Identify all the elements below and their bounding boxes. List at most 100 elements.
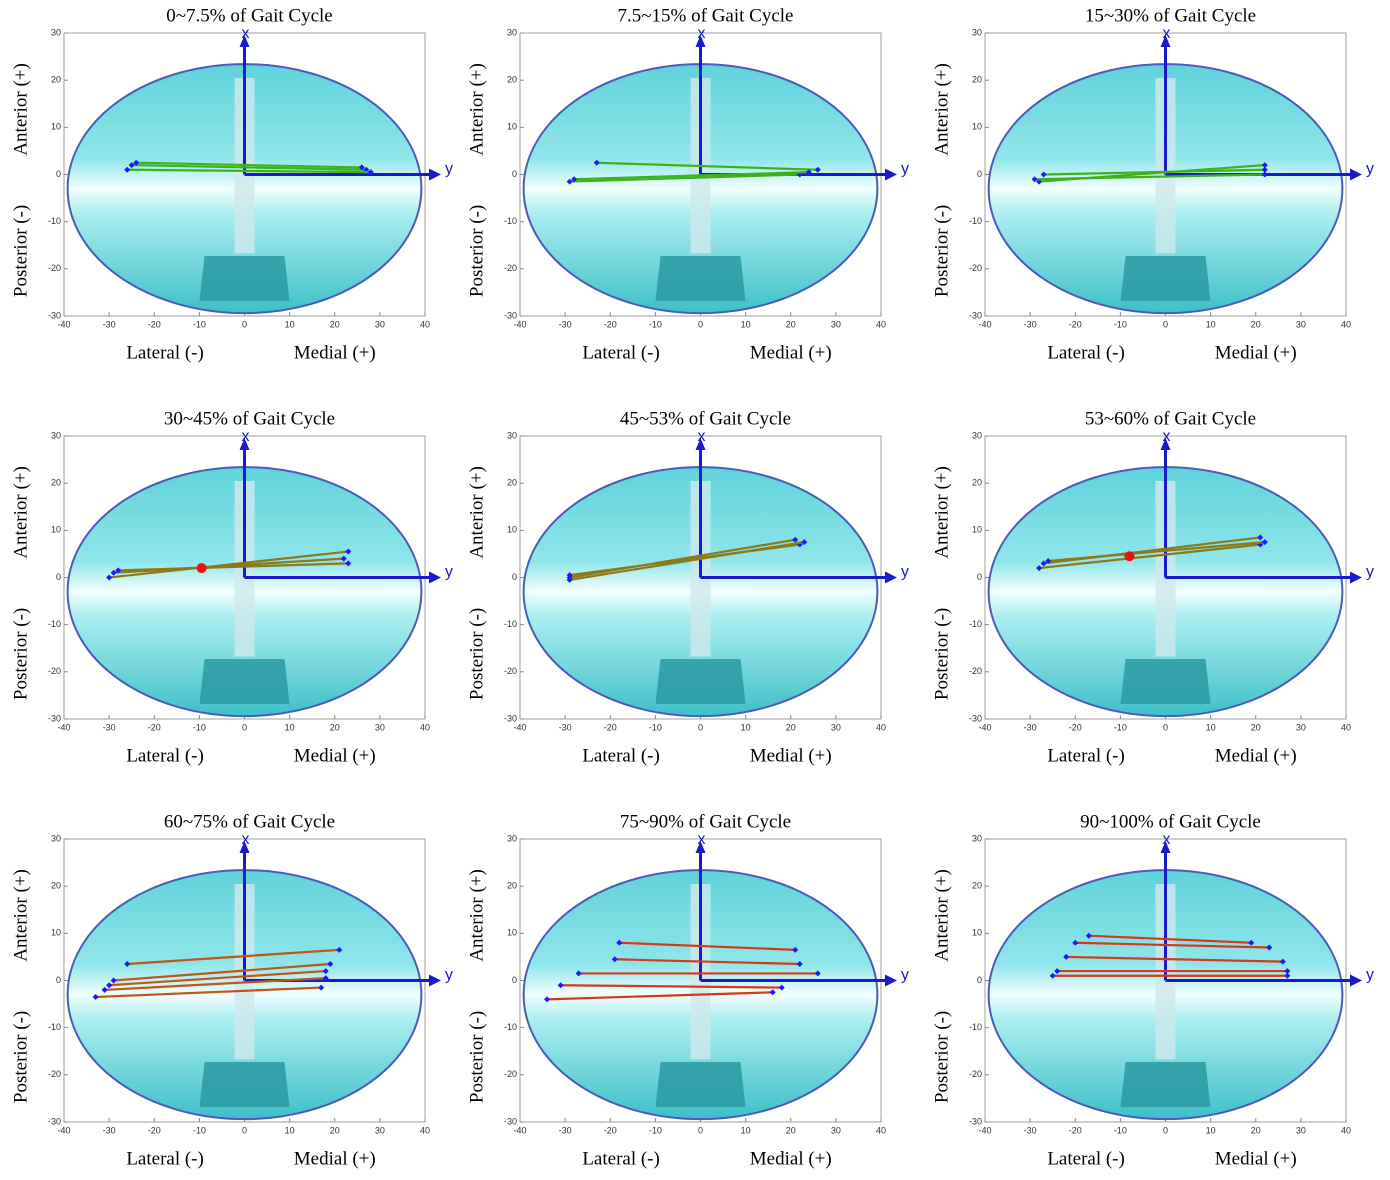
x-tick-label: 40: [876, 319, 886, 329]
x-label-right: Medial (+): [294, 1148, 376, 1169]
arrow-head: [429, 572, 441, 584]
y-tick-label: 0: [512, 169, 517, 179]
y-tick-label: 10: [507, 122, 517, 132]
y-tick-label: 20: [972, 478, 982, 488]
x-label-right: Medial (+): [1215, 745, 1297, 766]
x-tick-label: -10: [1114, 722, 1127, 732]
x-tick-label: -30: [1024, 1125, 1037, 1135]
y-tick-label: 10: [507, 525, 517, 535]
x-tick-label: -20: [148, 1125, 161, 1135]
x-tick-label: -30: [1024, 319, 1037, 329]
axis-name-x: x: [1163, 831, 1171, 848]
axis-name-y: y: [1366, 967, 1374, 984]
x-label-left: Lateral (-): [1047, 342, 1125, 363]
x-tick-label: -30: [103, 722, 116, 732]
x-tick-label: 10: [741, 1125, 751, 1135]
x-tick-label: 30: [375, 319, 385, 329]
x-tick-label: 10: [1206, 319, 1216, 329]
x-tick-label: 20: [1251, 319, 1261, 329]
axis-name-y: y: [445, 161, 453, 178]
x-label-left: Lateral (-): [582, 745, 660, 766]
panel: -40-30-20-10010203040-30-20-100102030xy0…: [10, 5, 453, 363]
x-tick-label: 30: [831, 722, 841, 732]
y-tick-label: -10: [504, 1022, 517, 1032]
panel: -40-30-20-10010203040-30-20-100102030xy7…: [466, 5, 909, 363]
x-tick-label: 20: [1251, 722, 1261, 732]
x-tick-label: 20: [1251, 1125, 1261, 1135]
x-tick-label: 40: [876, 722, 886, 732]
y-tick-label: 10: [972, 525, 982, 535]
x-label-right: Medial (+): [294, 342, 376, 363]
posterior-notch: [200, 1062, 290, 1107]
x-tick-label: -10: [1114, 319, 1127, 329]
y-tick-label: 10: [972, 122, 982, 132]
y-tick-label: 30: [972, 27, 982, 37]
x-tick-label: 30: [831, 1125, 841, 1135]
y-label-bottom: Posterior (-): [466, 1011, 487, 1103]
x-tick-label: 40: [420, 722, 430, 732]
x-tick-label: 10: [285, 722, 295, 732]
x-tick-label: 20: [330, 319, 340, 329]
arrow-head: [885, 572, 897, 584]
axis-name-x: x: [698, 428, 706, 445]
arrow-head: [429, 169, 441, 181]
y-tick-label: 0: [56, 975, 61, 985]
axis-name-y: y: [445, 967, 453, 984]
x-tick-label: -10: [193, 319, 206, 329]
y-tick-label: -20: [504, 263, 517, 273]
x-tick-label: -10: [649, 722, 662, 732]
y-tick-label: 0: [512, 975, 517, 985]
y-tick-label: -10: [969, 216, 982, 226]
x-tick-label: 10: [741, 319, 751, 329]
x-tick-label: 30: [1296, 319, 1306, 329]
y-label-bottom: Posterior (-): [10, 608, 31, 700]
y-tick-label: -10: [969, 619, 982, 629]
arrow-head: [429, 975, 441, 987]
y-tick-label: 0: [977, 975, 982, 985]
axis-name-y: y: [1366, 161, 1374, 178]
y-tick-label: -30: [48, 713, 61, 723]
y-tick-label: -20: [48, 263, 61, 273]
x-tick-label: -20: [148, 319, 161, 329]
y-tick-label: 30: [51, 833, 61, 843]
x-tick-label: -30: [1024, 722, 1037, 732]
x-tick-label: 20: [786, 1125, 796, 1135]
posterior-notch: [200, 659, 290, 704]
panel-title: 45~53% of Gait Cycle: [620, 408, 791, 429]
y-tick-label: -10: [48, 216, 61, 226]
panel: -40-30-20-10010203040-30-20-100102030xy9…: [931, 811, 1374, 1169]
y-label-top: Anterior (+): [10, 466, 31, 559]
axis-name-x: x: [242, 428, 250, 445]
x-tick-label: -40: [513, 319, 526, 329]
y-tick-label: 10: [507, 928, 517, 938]
panel-title: 0~7.5% of Gait Cycle: [166, 5, 332, 26]
y-label-bottom: Posterior (-): [931, 205, 952, 297]
x-tick-label: -20: [604, 722, 617, 732]
y-label-top: Anterior (+): [10, 869, 31, 962]
y-tick-label: 10: [51, 122, 61, 132]
y-tick-label: -20: [48, 666, 61, 676]
x-tick-label: 0: [698, 722, 703, 732]
y-label-bottom: Posterior (-): [10, 1011, 31, 1103]
y-tick-label: 30: [972, 833, 982, 843]
y-tick-label: -30: [969, 310, 982, 320]
y-tick-label: 10: [51, 928, 61, 938]
x-tick-label: -40: [978, 722, 991, 732]
x-tick-label: 40: [876, 1125, 886, 1135]
posterior-notch: [1121, 1062, 1211, 1107]
axis-name-x: x: [1163, 428, 1171, 445]
axis-name-y: y: [901, 161, 909, 178]
y-tick-label: 0: [56, 169, 61, 179]
x-tick-label: -30: [103, 1125, 116, 1135]
arrow-head: [885, 975, 897, 987]
y-tick-label: 20: [51, 75, 61, 85]
y-tick-label: 10: [972, 928, 982, 938]
x-tick-label: -30: [559, 722, 572, 732]
x-label-right: Medial (+): [750, 342, 832, 363]
axis-name-y: y: [901, 967, 909, 984]
y-tick-label: -10: [48, 1022, 61, 1032]
x-tick-label: -10: [649, 319, 662, 329]
figure: -40 -30 -20 -10 0 10 20 30 40 -30 -20 -10 0 10 20 30 x y 0…: [0, 0, 1390, 1180]
y-tick-label: 20: [507, 881, 517, 891]
